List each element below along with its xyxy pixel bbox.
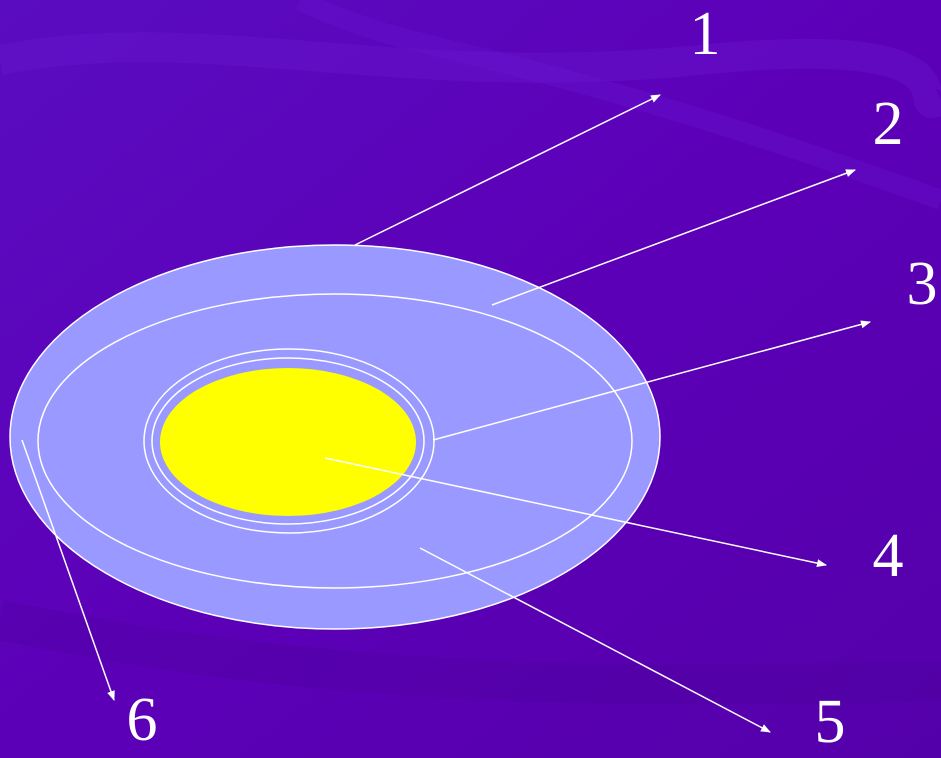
callout-label: 2 — [873, 90, 904, 158]
callout-label: 5 — [815, 688, 846, 756]
hub-ring — [151, 357, 425, 525]
arrow — [419, 547, 771, 733]
arrow — [491, 169, 856, 306]
arrow — [324, 457, 827, 568]
callout-label: 4 — [873, 522, 904, 590]
callout-label: 1 — [690, 0, 721, 68]
background-texture — [0, 600, 941, 705]
callout-label: 3 — [907, 250, 938, 318]
arrow — [21, 439, 115, 701]
center — [160, 368, 416, 516]
hub-ring — [143, 348, 435, 534]
background-texture — [0, 32, 941, 118]
arrow — [354, 94, 661, 246]
inner-ring — [37, 293, 633, 589]
arrow — [432, 320, 871, 441]
callout-label: 6 — [127, 686, 158, 754]
background-texture — [295, 0, 941, 210]
